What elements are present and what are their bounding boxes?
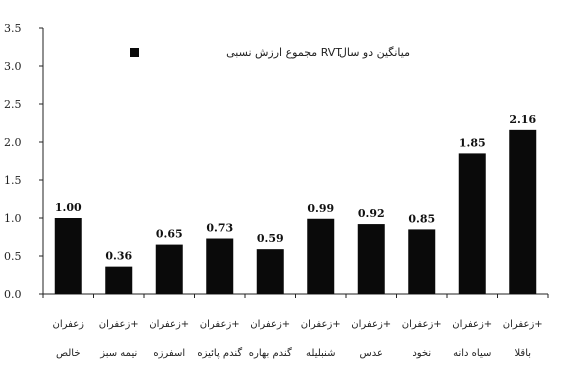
category-label: زعفران+	[402, 319, 442, 330]
bar	[105, 266, 133, 294]
y-tick-label: 3.0	[4, 60, 22, 73]
y-tick-label: 3.5	[4, 22, 22, 35]
bar	[458, 153, 486, 294]
data-label: 0.85	[408, 212, 435, 225]
category-label-group: زعفران خالص زعفران+ نیمه سبز زعفران+ اسفرزه زع…	[53, 319, 543, 359]
x-tick-group	[42, 294, 549, 298]
data-label: 0.59	[257, 232, 284, 245]
category-label: زعفران	[53, 319, 85, 330]
data-label: 0.36	[105, 250, 132, 263]
category-label: گندم بهاره	[249, 347, 292, 359]
category-label: زعفران+	[99, 319, 139, 330]
y-tick-label: 0.5	[4, 250, 22, 263]
legend-title: میانگین دو سال	[339, 46, 410, 59]
data-label: 2.16	[509, 113, 536, 126]
category-label: باقلا	[514, 348, 531, 359]
category-label: اسفرزه	[153, 348, 185, 359]
category-label: نیمه سبز	[99, 348, 137, 359]
category-label: زعفران+	[351, 319, 391, 330]
bar	[206, 238, 234, 294]
data-label-group: 1.00 0.36 0.65 0.73 0.59 0.99 0.92 0.85 1.85 2.16	[55, 113, 537, 263]
category-label: زعفران+	[149, 319, 189, 330]
y-tick-label: 2.5	[4, 98, 22, 111]
y-axis: 0.0 0.5 1.0 1.5 2.0 2.5 3.0 3.5	[4, 22, 44, 301]
bar	[54, 218, 82, 294]
y-tick-label: 1.5	[4, 174, 22, 187]
bar	[357, 224, 385, 294]
data-label: 0.65	[156, 228, 183, 241]
category-label: نخود	[412, 348, 431, 359]
bar	[408, 229, 436, 294]
y-tick-label: 0.0	[4, 288, 22, 301]
y-tick-group: 0.0 0.5 1.0 1.5 2.0 2.5 3.0 3.5	[4, 22, 43, 301]
data-label: 0.73	[206, 222, 233, 235]
bar	[307, 218, 335, 294]
category-label: زعفران+	[200, 319, 240, 330]
bar	[155, 244, 183, 294]
bar	[256, 249, 284, 294]
category-label: عدس	[360, 348, 383, 359]
category-label: گندم پائیزه	[197, 347, 242, 359]
y-tick-label: 1.0	[4, 212, 22, 225]
legend-swatch	[130, 48, 139, 57]
category-label: زعفران+	[301, 319, 341, 330]
data-label: 1.85	[459, 136, 486, 149]
category-label: زعفران+	[503, 319, 543, 330]
legend-label: مجموع ارزش نسبی RVT	[226, 46, 342, 59]
legend: میانگین دو سال مجموع ارزش نسبی RVT	[130, 46, 410, 59]
data-label: 0.92	[358, 207, 385, 220]
category-label: زعفران+	[452, 319, 492, 330]
category-label: شنبلیله	[306, 348, 335, 359]
bar	[509, 129, 537, 294]
bar-group	[54, 129, 537, 294]
category-label: زعفران+	[250, 319, 290, 330]
y-tick-label: 2.0	[4, 136, 22, 149]
category-label: خالص	[56, 348, 81, 359]
category-label: سیاه دانه	[453, 348, 491, 359]
data-label: 0.99	[307, 202, 334, 215]
data-label: 1.00	[55, 201, 82, 214]
